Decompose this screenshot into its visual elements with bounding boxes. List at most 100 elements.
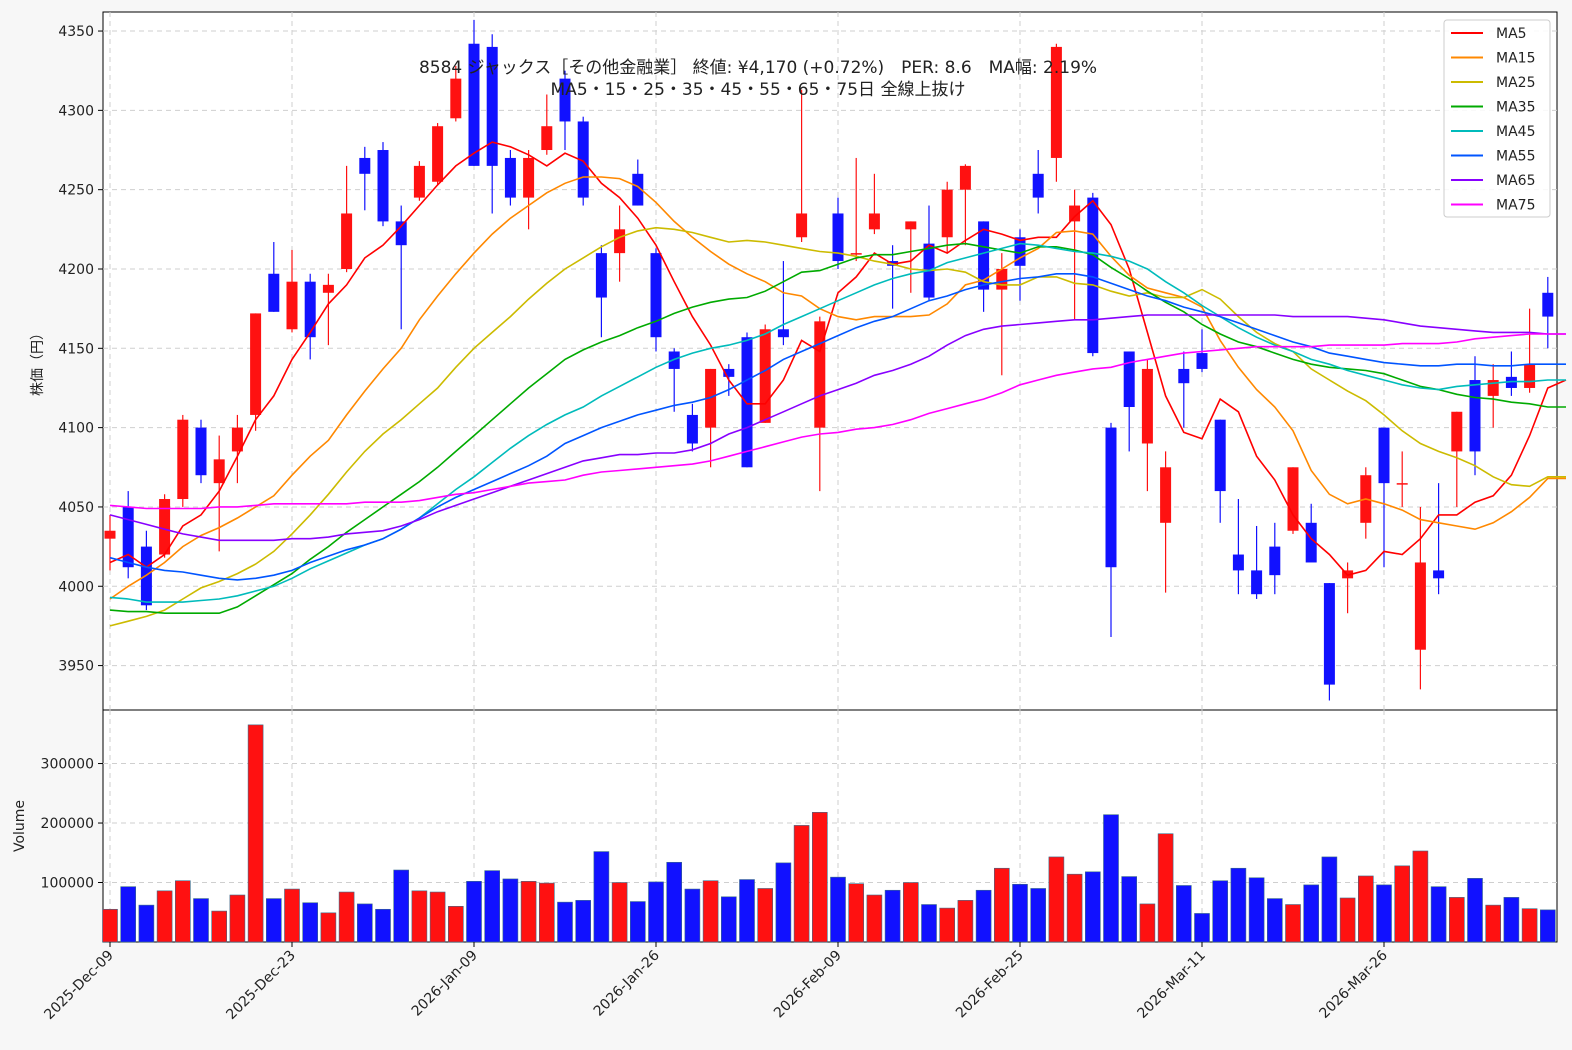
candle-body [159,499,171,555]
volume-bar [1103,814,1119,943]
candle-body [450,78,462,119]
candle-body [1469,380,1481,452]
volume-bar [375,908,391,943]
volume-bar [1230,867,1247,943]
legend-label-ma75: MA75 [1496,198,1535,214]
candle-body [1451,411,1463,452]
candle-body [1433,570,1445,579]
candle-body [1087,197,1099,354]
volume-bar [338,891,355,943]
volume-bar [411,890,428,943]
candle-body [1178,368,1190,384]
candle-body [686,414,698,444]
candlesticks [104,19,1554,701]
legend-label-ma5: MA5 [1496,26,1527,42]
candle-body [1269,546,1281,576]
candle-body [341,213,353,269]
volume-bar [211,910,227,943]
volume-bar [1339,897,1356,943]
volume-bar [757,888,774,943]
volume-bar [648,881,664,943]
volume-bar [1212,880,1228,943]
volume-tick-label: 100000 [41,876,94,892]
ma55-line [109,272,1566,581]
candle-body [195,427,207,476]
volume-bar [1194,913,1210,943]
candle-body [777,329,789,338]
price-tick-label: 4150 [58,341,94,357]
candle-body [723,368,735,377]
volume-bar [739,879,755,943]
candle-body [1396,483,1408,485]
price-tick-label: 4350 [58,24,94,40]
candle-body [395,221,407,246]
candle-body [1505,376,1517,388]
volume-bar [356,903,373,943]
legend-label-ma55: MA55 [1496,149,1535,165]
price-tick-label: 4300 [58,103,94,119]
volume-bar [811,812,828,943]
price-tick-label: 4050 [58,500,94,516]
volume-bar [1449,897,1465,943]
price-tick-label: 4000 [58,579,94,595]
candle-body [1287,467,1299,531]
volume-bar [939,907,956,943]
candle-body [213,459,225,484]
candle-body [1123,351,1135,408]
volume-panel [102,709,1558,943]
legend: MA5 MA15 MA25 MA35 MA45 MA55 MA65 MA75 [1443,19,1551,218]
legend-label-ma35: MA35 [1496,100,1535,116]
candle-body [1160,467,1172,523]
volume-bars [102,724,1556,943]
volume-bar [484,870,501,943]
price-axis-label: 株価（円） [30,326,46,396]
candle-body [559,78,571,122]
candle-body [650,253,662,338]
candle-body [286,281,298,330]
candle-body [322,284,334,293]
candle-body [432,126,444,182]
candle-body [741,337,753,468]
candle-body [996,268,1008,290]
volume-bar [557,901,573,943]
volume-bar [793,825,810,943]
moving-average-lines [109,141,1567,627]
volume-bar [702,880,719,943]
candle-body [1323,583,1335,685]
volume-bar [1358,875,1374,943]
candle-body [1141,368,1153,444]
candle-body [104,530,116,539]
candle-body [959,165,971,190]
candle-body [268,273,280,312]
volume-bar [1412,850,1429,943]
candle-body [1487,380,1499,396]
volume-bar [538,882,555,943]
volume-bar [848,883,865,943]
volume-bar [265,898,282,943]
candle-body [595,253,607,298]
volume-bar [393,869,410,943]
volume-bar [1157,833,1174,943]
volume-bar [429,891,446,943]
volume-bar [1176,885,1192,943]
candle-body [122,506,134,568]
candle-body [541,126,553,151]
ma5-line [109,141,1567,577]
ma65-line [109,314,1566,542]
chart-title-line1: 8584 ジャックス［その他金融業］ 終値: ¥4,170 (+0.72%) P… [419,58,1097,78]
volume-tick-label: 200000 [41,816,94,832]
ma35-line [109,242,1566,615]
volume-bar [320,912,337,943]
volume-bar [175,880,191,943]
ma25-line [109,226,1566,627]
volume-bar [1430,886,1447,943]
candle-body [1232,554,1244,571]
volume-bar [629,901,646,943]
volume-bar [1012,883,1028,943]
volume-bar [502,878,519,943]
candle-body [905,221,917,230]
candle-body [177,419,189,500]
candle-body [1251,570,1263,595]
candle-body [814,321,826,428]
